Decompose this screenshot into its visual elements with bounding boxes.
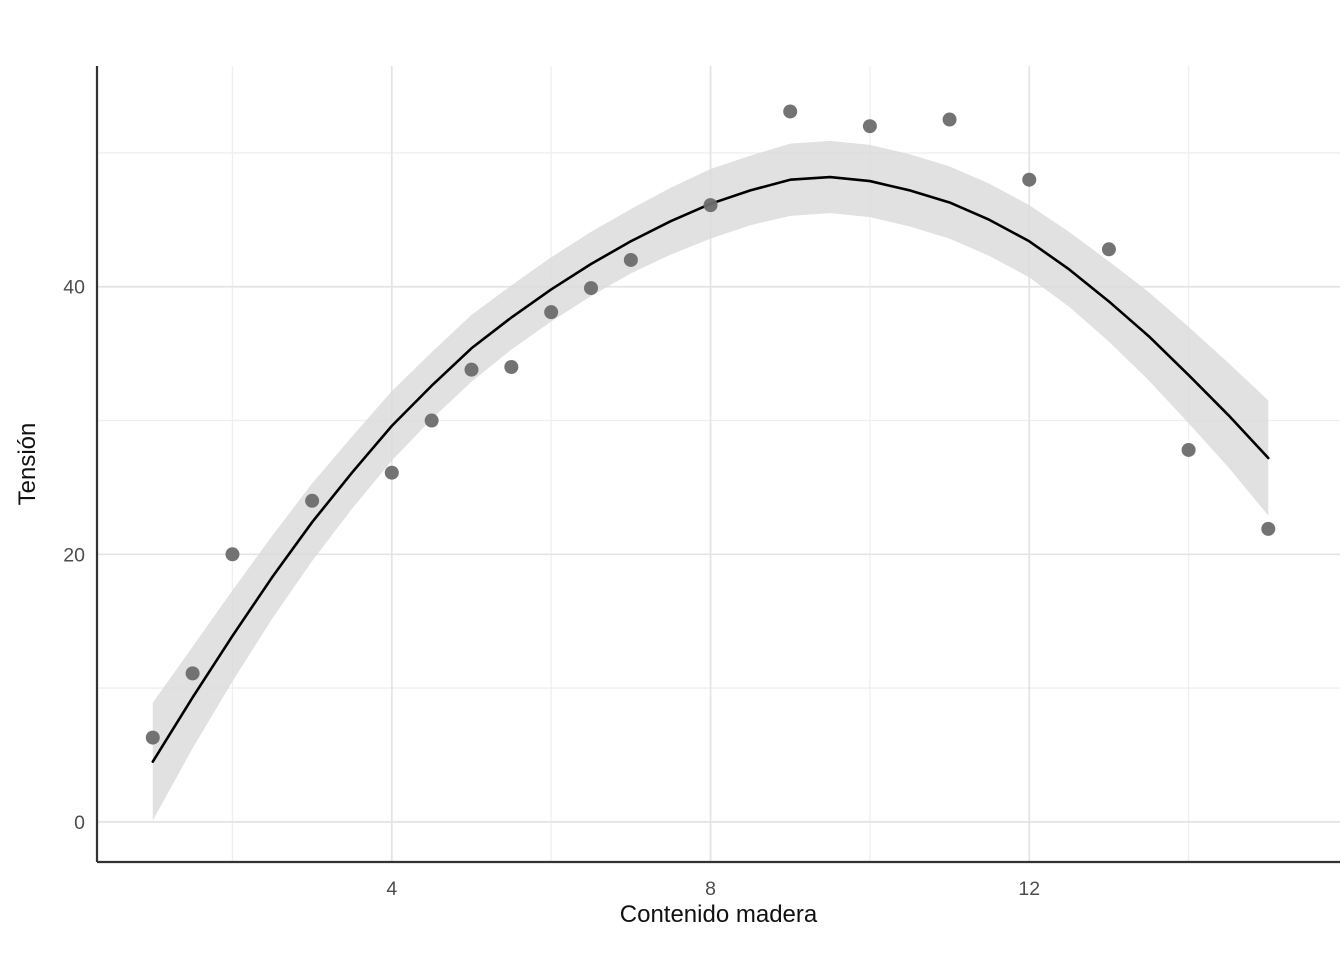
data-point — [145, 730, 160, 745]
data-point — [185, 666, 200, 681]
data-point — [1101, 242, 1116, 257]
data-point — [305, 493, 320, 508]
data-point — [1261, 521, 1276, 536]
y-axis-title: Tensión — [14, 422, 41, 506]
data-point — [703, 198, 718, 213]
y-tick-label: 0 — [74, 812, 85, 834]
x-tick-label: 8 — [705, 878, 716, 900]
x-tick-label: 4 — [386, 878, 397, 900]
data-point — [1181, 442, 1196, 457]
x-axis-title: Contenido madera — [619, 901, 818, 928]
data-point — [464, 362, 479, 377]
data-point — [544, 305, 559, 320]
data-point — [623, 252, 638, 267]
y-tick-label: 40 — [63, 277, 85, 299]
data-point — [584, 281, 599, 296]
data-point — [424, 413, 439, 428]
data-point — [862, 119, 877, 134]
x-tick-label: 12 — [1018, 878, 1040, 900]
data-point — [225, 547, 240, 562]
data-point — [504, 360, 519, 375]
data-point — [783, 104, 798, 119]
y-tick-label: 20 — [63, 544, 85, 566]
data-point — [942, 112, 957, 127]
data-point — [1022, 172, 1037, 187]
data-point — [384, 465, 399, 480]
